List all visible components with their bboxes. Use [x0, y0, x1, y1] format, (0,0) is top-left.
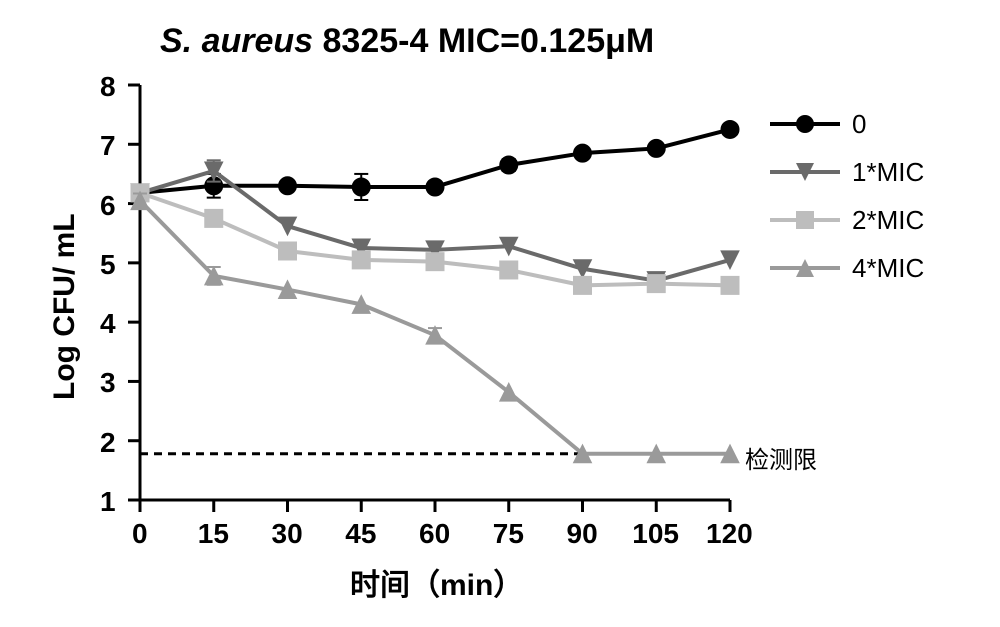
title-rest: 8325-4 MIC=0.125μM — [313, 22, 654, 60]
legend-swatch-1mic — [770, 158, 840, 186]
y-tick-label: 1 — [100, 486, 116, 518]
series-marker-2mic — [205, 209, 223, 227]
x-tick-label: 60 — [419, 518, 450, 550]
series-marker-0 — [426, 178, 444, 196]
y-tick-label: 3 — [100, 367, 116, 399]
x-tick-label: 30 — [272, 518, 303, 550]
x-tick-label: 75 — [493, 518, 524, 550]
legend-label-2mic: 2*MIC — [852, 205, 924, 236]
chart-title: S. aureus 8325-4 MIC=0.125μM — [160, 22, 654, 61]
series-marker-0 — [500, 156, 518, 174]
legend: 0 1*MIC 2*MIC 4*MIC — [770, 110, 924, 282]
y-tick-label: 7 — [100, 130, 116, 162]
series-marker-2mic — [574, 276, 592, 294]
legend-item-2mic: 2*MIC — [770, 206, 924, 234]
y-tick-label: 4 — [100, 308, 116, 340]
y-axis-label: Log CFU/ mL — [48, 213, 82, 400]
x-tick-label: 90 — [567, 518, 598, 550]
series-marker-0 — [721, 120, 739, 138]
series-marker-0 — [279, 177, 297, 195]
legend-swatch-0 — [770, 110, 840, 138]
series-marker-2mic — [279, 242, 297, 260]
legend-item-1mic: 1*MIC — [770, 158, 924, 186]
series-marker-2mic — [721, 276, 739, 294]
series-marker-2mic — [647, 275, 665, 293]
x-tick-label: 0 — [132, 518, 148, 550]
legend-label-0: 0 — [852, 109, 866, 140]
legend-item-4mic: 4*MIC — [770, 254, 924, 282]
chart-container: S. aureus 8325-4 MIC=0.125μM Log CFU/ mL… — [0, 0, 1000, 627]
series-marker-0 — [647, 139, 665, 157]
plot-area — [140, 85, 730, 500]
legend-swatch-2mic — [770, 206, 840, 234]
x-tick-label: 120 — [706, 518, 753, 550]
y-tick-label: 2 — [100, 427, 116, 459]
legend-label-4mic: 4*MIC — [852, 253, 924, 284]
series-marker-2mic — [500, 261, 518, 279]
y-tick-label: 5 — [100, 249, 116, 281]
series-marker-2mic — [426, 253, 444, 271]
x-tick-label: 15 — [198, 518, 229, 550]
legend-swatch-4mic — [770, 254, 840, 282]
series-line-2mic — [140, 193, 730, 285]
series-marker-0 — [352, 178, 370, 196]
legend-item-0: 0 — [770, 110, 924, 138]
series-marker-0 — [574, 144, 592, 162]
series-marker-2mic — [352, 251, 370, 269]
x-tick-label: 105 — [632, 518, 679, 550]
title-italic: S. aureus — [160, 22, 313, 60]
legend-label-1mic: 1*MIC — [852, 157, 924, 188]
x-tick-label: 45 — [345, 518, 376, 550]
x-axis-label: 时间（min） — [350, 560, 523, 604]
detection-limit-label: 检测限 — [745, 440, 817, 475]
y-tick-label: 6 — [100, 190, 116, 222]
y-tick-label: 8 — [100, 71, 116, 103]
